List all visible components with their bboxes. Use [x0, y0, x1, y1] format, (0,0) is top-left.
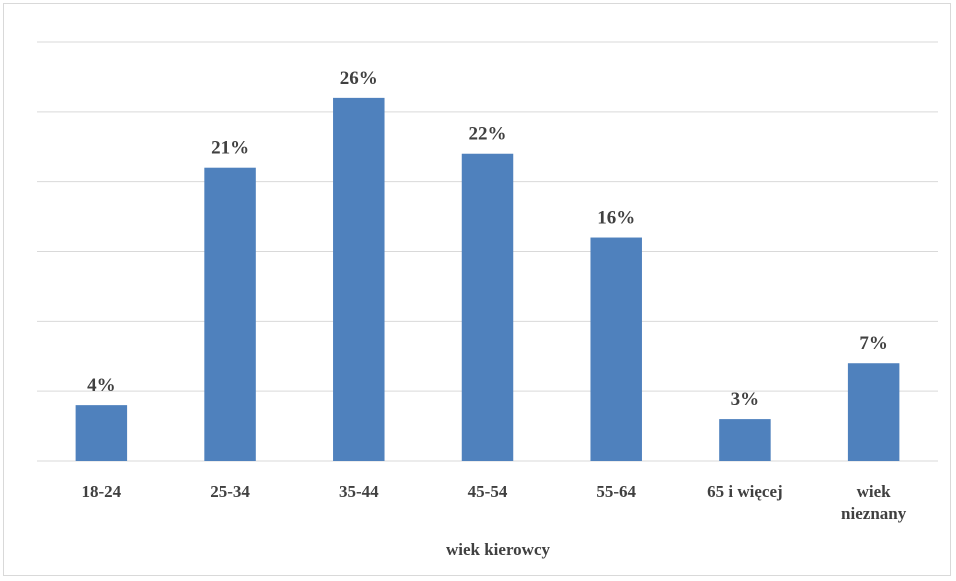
x-tick-label: 55-64 [596, 482, 636, 501]
bar [461, 153, 514, 461]
data-label: 26% [340, 68, 378, 89]
bars [75, 97, 900, 461]
data-label: 21% [211, 138, 249, 159]
x-tick-label: 25-34 [210, 482, 250, 501]
x-tick-label: 18-24 [82, 482, 122, 501]
data-label: 16% [597, 208, 635, 229]
bar-chart: 4% 21% 26% 22% 16% 3% 7% 18-24 25-34 35-44 45-54 5… [37, 41, 938, 559]
x-tick-label: nieznany [841, 504, 907, 523]
data-labels: 4% 21% 26% 22% 16% 3% 7% [87, 68, 888, 410]
bar [719, 419, 771, 461]
x-tick-label: 45-54 [468, 482, 508, 501]
data-label: 3% [731, 389, 760, 410]
bar [75, 405, 128, 461]
x-tick-label: 65 i więcej [707, 482, 783, 501]
bar [847, 363, 900, 461]
x-tick-label: 35-44 [339, 482, 379, 501]
bar [204, 167, 256, 461]
chart-area: 4% 21% 26% 22% 16% 3% 7% 18-24 25-34 35-44 45-54 5… [3, 3, 951, 576]
data-label: 4% [87, 375, 116, 396]
x-tick-label: wiek [857, 482, 892, 501]
data-label: 22% [469, 124, 507, 145]
x-tick-labels: 18-24 25-34 35-44 45-54 55-64 65 i więcej wiek… [82, 482, 907, 523]
x-axis-title: wiek kierowcy [446, 540, 551, 559]
data-label: 7% [859, 333, 888, 354]
bar [333, 97, 385, 461]
bar [590, 237, 642, 461]
